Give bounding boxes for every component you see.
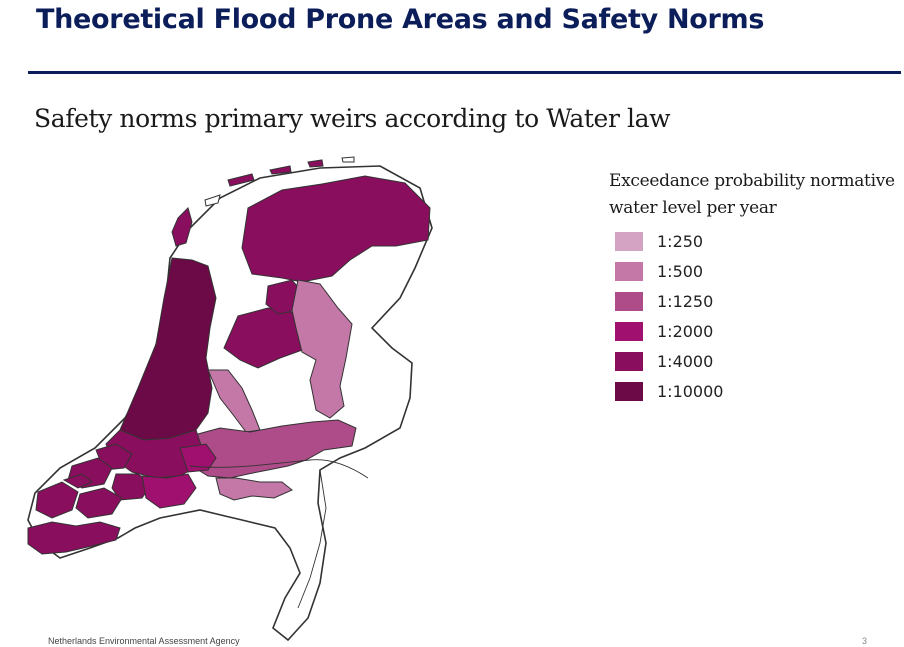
legend-swatch (615, 231, 643, 251)
page-number: 3 (862, 636, 868, 646)
region-zuid-beveland (75, 487, 123, 519)
region-tholen (111, 473, 153, 501)
legend-swatch (615, 381, 643, 401)
legend-label: 1:1250 (657, 291, 714, 311)
legend-label: 1:4000 (657, 351, 714, 371)
legend-label: 1:500 (657, 261, 704, 281)
island-schiermonnikoog (307, 159, 324, 168)
legend-item: 1:2000 (609, 316, 901, 346)
legend-title-line1: Exceedance probability normative (609, 171, 895, 191)
map-legend: Exceedance probability normative water l… (609, 168, 901, 406)
legend-item: 1:10000 (609, 376, 901, 406)
region-noord-holland (119, 257, 217, 441)
legend-swatch (615, 261, 643, 281)
legend-label: 1:250 (657, 231, 704, 251)
region-zeeuws-vlaanderen (27, 521, 121, 555)
border-line (297, 469, 327, 609)
region-brabant-west (141, 473, 197, 509)
legend-item: 1:500 (609, 256, 901, 286)
legend-items: 1:250 1:500 1:1250 1:2000 1:4000 1:10000 (609, 226, 901, 406)
region-north (241, 175, 431, 283)
island-vlieland (204, 194, 221, 207)
legend-item: 1:250 (609, 226, 901, 256)
region-walcheren (35, 481, 79, 519)
island-ameland (269, 165, 292, 175)
region-rivers (185, 419, 357, 479)
legend-title-line2: water level per year (609, 198, 777, 218)
legend-label: 1:10000 (657, 381, 724, 401)
region-dordrecht (179, 443, 217, 473)
legend-swatch (615, 351, 643, 371)
title-divider (28, 71, 901, 74)
legend-item: 1:1250 (609, 286, 901, 316)
slide-title: Theoretical Flood Prone Areas and Safety… (36, 4, 765, 35)
netherlands-map (27, 156, 433, 642)
map-subtitle: Safety norms primary weirs according to … (34, 104, 671, 133)
legend-label: 1:2000 (657, 321, 714, 341)
legend-swatch (615, 291, 643, 311)
island-terschelling (227, 173, 255, 187)
region-noord-beveland (62, 473, 93, 489)
legend-item: 1:4000 (609, 346, 901, 376)
river-line (189, 459, 369, 479)
legend-swatch (615, 321, 643, 341)
island-rottumeroog (341, 156, 355, 163)
region-rivers-south (215, 477, 293, 501)
island-texel (171, 207, 193, 247)
region-ijssel (291, 279, 353, 419)
footer-agency: Netherlands Environmental Assessment Age… (48, 636, 240, 646)
